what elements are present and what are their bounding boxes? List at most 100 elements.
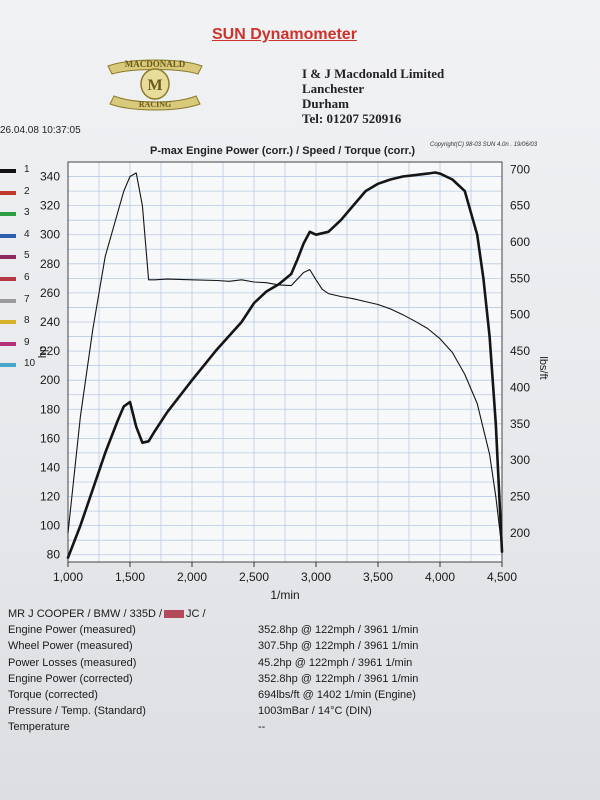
legend-swatch: [0, 320, 16, 325]
y-left-tick-label: 280: [40, 257, 60, 271]
y-right-tick-label: 300: [510, 453, 530, 467]
company-address: I & J Macdonald Limited Lanchester Durha…: [302, 66, 444, 126]
legend-swatch: [0, 276, 16, 281]
logo-mark: M: [147, 77, 162, 94]
x-tick-label: 3,500: [363, 570, 393, 584]
info-row: Pressure / Temp. (Standard) 1003mBar / 14…: [8, 703, 568, 719]
y-right-tick-label: 500: [510, 308, 530, 322]
legend-label: 8: [24, 315, 30, 327]
y-left-tick-label: 120: [40, 490, 60, 504]
legend-item: 5: [0, 250, 50, 272]
legend-item: 2: [0, 186, 50, 208]
legend-swatch: [0, 212, 16, 217]
y-left-axis-label: hp: [37, 346, 49, 358]
info-row: Engine Power (measured) 352.8hp @ 122mph …: [8, 622, 568, 638]
address-county: Durham: [302, 96, 349, 111]
y-right-tick-label: 250: [510, 490, 530, 504]
y-right-tick-label: 650: [510, 199, 530, 213]
x-axis-label: 1/min: [270, 588, 299, 602]
plot-frame: [67, 161, 503, 563]
vehicle-suffix: JC /: [186, 608, 206, 620]
y-right-axis-label: lbs/ft: [537, 356, 549, 379]
legend-item: 8: [0, 315, 50, 337]
info-value: 1003mBar / 14°C (DIN): [258, 705, 372, 718]
torque-curve: [67, 172, 503, 550]
legend-swatch: [0, 190, 16, 195]
macdonald-racing-logo: MACDONALD M RACING: [107, 59, 203, 111]
logo-top-text: MACDONALD: [125, 59, 186, 69]
info-row: Torque (corrected) 694lbs/ft @ 1402 1/min…: [8, 687, 568, 703]
legend-item: 7: [0, 294, 50, 316]
y-left-tick-label: 240: [40, 315, 60, 329]
info-value: 45.2hp @ 122mph / 3961 1/min: [258, 656, 413, 669]
vehicle-prefix: MR J COOPER / BMW / 335D /: [8, 608, 163, 620]
x-tick-label: 4,000: [425, 570, 455, 584]
legend-label: 6: [24, 271, 30, 283]
x-tick-label: 3,000: [301, 570, 331, 584]
legend-item: 1: [0, 164, 50, 186]
y-right-tick-label: 450: [510, 344, 530, 358]
chart-title: P-max Engine Power (corr.) / Speed / Tor…: [150, 145, 416, 157]
info-label: Torque (corrected): [8, 688, 98, 701]
legend-item: 3: [0, 207, 50, 229]
run-info: MR J COOPER / BMW / 335D / JC / Engine Po…: [8, 606, 568, 736]
info-row: Power Losses (measured) 45.2hp @ 122mph /…: [8, 655, 568, 671]
x-tick-label: 2,500: [239, 570, 269, 584]
company-name: I & J Macdonald Limited: [302, 66, 445, 81]
legend-swatch: [0, 233, 16, 238]
info-label: Temperature: [8, 721, 70, 734]
legend-label: 7: [24, 293, 30, 305]
y-right-tick-label: 700: [510, 162, 530, 176]
y-left-tick-label: 140: [40, 460, 60, 474]
legend-label: 5: [24, 250, 30, 262]
y-left-tick-label: 320: [40, 199, 60, 213]
y-left-tick-label: 180: [40, 402, 60, 416]
legend-item: 6: [0, 272, 50, 294]
y-right-tick-label: 350: [510, 417, 530, 431]
info-label: Engine Power (measured): [8, 624, 136, 637]
legend-label: 2: [24, 185, 30, 197]
info-value: 694lbs/ft @ 1402 1/min (Engine): [258, 688, 416, 701]
info-value: 352.8hp @ 122mph / 3961 1/min: [258, 672, 419, 685]
y-right-tick-label: 400: [510, 380, 530, 394]
legend-swatch: [0, 255, 16, 260]
dyno-chart: 1,000 1,500 2,000 2,500 3,000 3,500 4,000 4,500…: [37, 161, 549, 602]
address-town: Lanchester: [302, 81, 365, 96]
info-label: Power Losses (measured): [8, 656, 137, 669]
info-row: Temperature --: [8, 719, 568, 735]
y-right-tick-label: 550: [510, 271, 530, 285]
y-left-tick-label: 300: [40, 228, 60, 242]
y-left-tick-label: 340: [40, 170, 60, 184]
x-tick-label: 2,000: [177, 570, 207, 584]
y-left-tick-label: 220: [40, 344, 60, 358]
y-left-tick-label: 100: [40, 519, 60, 533]
vehicle-line: MR J COOPER / BMW / 335D / JC /: [8, 606, 568, 622]
info-value: --: [258, 721, 266, 734]
run-legend: 1 2 3 4 5 6 7 8 9 10: [0, 164, 50, 380]
legend-swatch: [0, 363, 16, 368]
y-left-tick-label: 160: [40, 431, 60, 445]
y-right-tick-label: 200: [510, 526, 530, 540]
power-curve: [66, 171, 504, 559]
legend-item: 10: [0, 358, 50, 380]
legend-label: 4: [24, 228, 30, 240]
legend-swatch: [0, 298, 16, 303]
x-tick-label: 4,500: [487, 570, 517, 584]
software-copyright: Copyright(C) 98-03 SUN 4.0n . 19/06/03: [430, 142, 538, 148]
x-tick-label: 1,000: [53, 570, 83, 584]
info-value: 307.5hp @ 122mph / 3961 1/min: [258, 640, 419, 653]
y-left-tick-label: 200: [40, 373, 60, 387]
y-right-tick-label: 600: [510, 235, 530, 249]
redaction-mark: [164, 610, 185, 619]
company-phone: Tel: 01207 520916: [302, 111, 402, 126]
legend-label: 9: [24, 336, 30, 348]
legend-item: 9: [0, 337, 50, 359]
y-left-tick-label: 260: [40, 286, 60, 300]
legend-label: 3: [24, 207, 30, 219]
info-row: Wheel Power (measured) 307.5hp @ 122mph /…: [8, 638, 568, 654]
y-left-tick-label: 80: [47, 548, 61, 562]
legend-swatch: [0, 169, 16, 173]
legend-label: 1: [24, 164, 30, 175]
legend-item: 4: [0, 229, 50, 251]
info-value: 352.8hp @ 122mph / 3961 1/min: [258, 624, 419, 637]
